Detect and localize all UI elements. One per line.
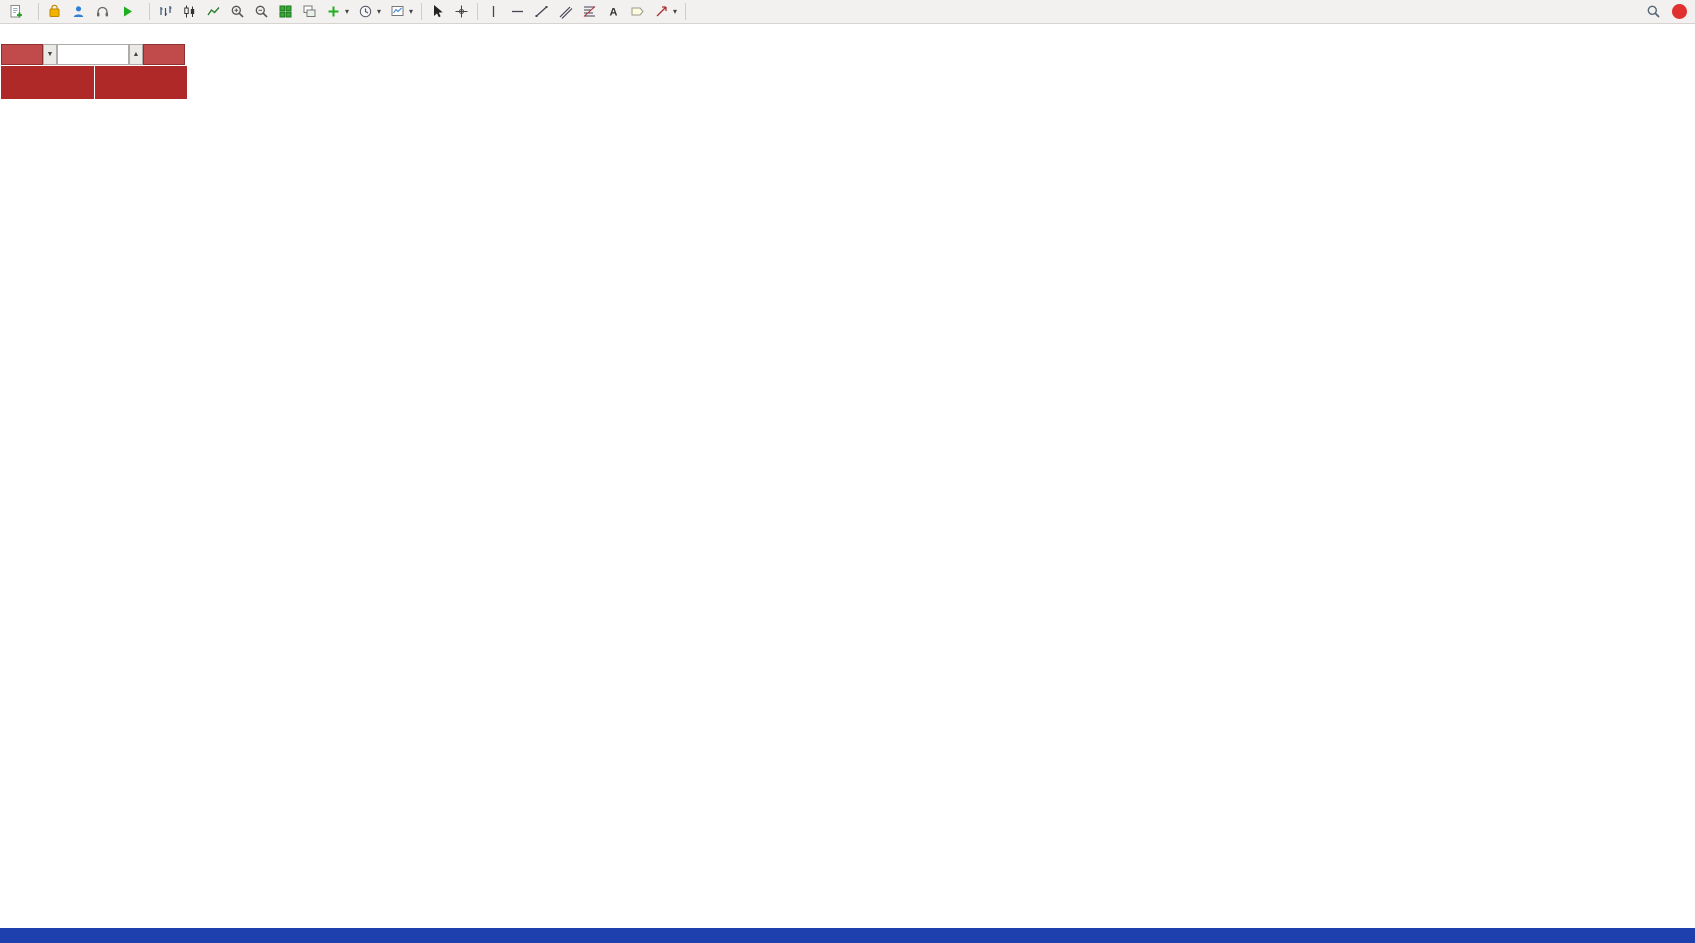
search-button[interactable]	[1642, 1, 1665, 22]
chevron-down-icon: ▾	[345, 7, 350, 16]
fibonacci-button[interactable]	[578, 1, 601, 22]
zoom-in-icon	[231, 5, 244, 18]
templates-icon	[391, 6, 404, 16]
cursor-button[interactable]	[426, 1, 449, 22]
algo-trading-icon	[124, 6, 132, 17]
periods-icon	[359, 5, 372, 18]
buy-price-button[interactable]	[94, 66, 187, 99]
new-chart-button[interactable]: ▾	[322, 1, 353, 22]
market-button[interactable]	[43, 1, 66, 22]
toolbar-separator	[421, 3, 423, 20]
toolbar-separator	[477, 3, 479, 20]
chevron-down-icon: ▾	[673, 7, 678, 16]
trendline-icon	[535, 6, 548, 17]
svg-text:A: A	[610, 7, 618, 19]
periods-button[interactable]: ▾	[354, 1, 385, 22]
status-bar	[0, 928, 1695, 943]
new-chart-icon	[328, 6, 339, 17]
horizontal-line-icon	[512, 10, 524, 13]
toolbar-right	[1642, 1, 1691, 22]
notification-badge[interactable]	[1672, 4, 1687, 19]
candlestick-chart-button[interactable]	[178, 1, 201, 22]
cursor-icon	[434, 5, 443, 18]
trade-panel-controls: ▼ ▲	[1, 44, 187, 65]
channel-button[interactable]	[554, 1, 577, 22]
chevron-down-icon: ▾	[377, 7, 382, 16]
toolbar-separator	[685, 3, 687, 20]
support-icon	[97, 6, 108, 17]
new-order-button[interactable]	[4, 1, 34, 22]
bar-chart-button[interactable]	[154, 1, 177, 22]
volume-input[interactable]	[57, 44, 129, 65]
market-icon	[49, 4, 60, 17]
algo-trading-button[interactable]	[115, 1, 145, 22]
tile-windows-icon	[279, 5, 292, 18]
crosshair-button[interactable]	[450, 1, 473, 22]
label-icon	[631, 7, 644, 16]
candlestick-chart-icon	[184, 5, 195, 18]
horizontal-line-button[interactable]	[506, 1, 529, 22]
text-button[interactable]: A	[602, 1, 625, 22]
community-button[interactable]	[67, 1, 90, 22]
volume-decrease-button[interactable]: ▼	[43, 44, 57, 65]
zoom-out-icon	[255, 5, 268, 18]
community-icon	[73, 6, 84, 17]
volume-increase-button[interactable]: ▲	[129, 44, 143, 65]
tile-windows-button[interactable]	[274, 1, 297, 22]
trendline-button[interactable]	[530, 1, 553, 22]
trade-panel-prices	[1, 66, 187, 99]
toolbar-separator	[38, 3, 39, 20]
vertical-line-icon	[492, 6, 495, 17]
arrange-windows-button[interactable]	[298, 1, 321, 22]
buy-button[interactable]	[143, 44, 185, 65]
line-chart-button[interactable]	[202, 1, 225, 22]
zoom-in-button[interactable]	[226, 1, 249, 22]
one-click-trading-panel: ▼ ▲	[1, 44, 187, 99]
text-icon: A	[610, 7, 618, 19]
shapes-icon	[656, 6, 667, 17]
vertical-line-button[interactable]	[482, 1, 505, 22]
label-button[interactable]	[626, 1, 649, 22]
channel-icon	[559, 6, 573, 19]
sell-button[interactable]	[1, 44, 43, 65]
templates-button[interactable]: ▾	[386, 1, 417, 22]
chevron-down-icon: ▾	[409, 7, 414, 16]
line-chart-icon	[207, 7, 220, 16]
shapes-button[interactable]: ▾	[650, 1, 681, 22]
support-button[interactable]	[91, 1, 114, 22]
crosshair-icon	[455, 5, 468, 18]
toolbar-separator	[149, 3, 150, 20]
bar-chart-icon	[160, 6, 172, 16]
fibonacci-icon	[583, 6, 596, 17]
arrange-windows-icon	[303, 5, 316, 17]
sell-price-button[interactable]	[1, 66, 94, 99]
search-icon	[1647, 5, 1660, 18]
zoom-out-button[interactable]	[250, 1, 273, 22]
toolbar: ▾ ▾ ▾ A ▾	[0, 0, 1695, 24]
new-order-icon	[10, 5, 22, 18]
